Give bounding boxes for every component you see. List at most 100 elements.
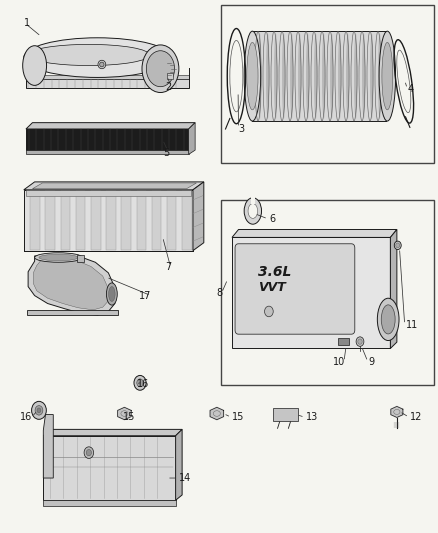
Ellipse shape [379,31,396,121]
Polygon shape [176,430,182,500]
Polygon shape [252,31,386,121]
Polygon shape [338,338,349,345]
Text: 2: 2 [165,82,171,92]
Text: 6: 6 [269,214,275,224]
Text: 16: 16 [20,412,32,422]
Text: 1: 1 [24,18,30,28]
Polygon shape [30,191,40,249]
Ellipse shape [330,34,333,119]
Ellipse shape [358,339,362,344]
Polygon shape [91,191,101,249]
Text: 5: 5 [163,148,169,158]
Ellipse shape [266,34,269,119]
Bar [221,200,434,385]
Polygon shape [77,255,84,262]
Text: 10: 10 [332,357,345,367]
Polygon shape [27,310,118,315]
Ellipse shape [84,447,94,458]
Text: 9: 9 [369,357,375,367]
Ellipse shape [322,34,325,119]
Polygon shape [43,435,176,500]
Polygon shape [273,408,298,422]
Ellipse shape [247,43,258,110]
Polygon shape [251,195,255,204]
Bar [221,5,434,164]
Polygon shape [24,182,204,190]
Polygon shape [137,191,146,249]
Ellipse shape [394,241,401,249]
Ellipse shape [137,379,143,387]
Polygon shape [118,407,131,419]
Polygon shape [232,237,390,349]
Polygon shape [152,191,161,249]
Polygon shape [167,191,177,249]
Text: 14: 14 [179,473,191,483]
Text: 12: 12 [410,412,422,422]
Text: 11: 11 [406,320,418,330]
Ellipse shape [396,243,400,248]
Polygon shape [210,407,223,419]
Polygon shape [24,190,193,251]
Polygon shape [26,123,195,129]
Ellipse shape [37,408,41,413]
Ellipse shape [24,38,171,77]
Polygon shape [28,256,115,315]
Ellipse shape [244,31,261,121]
Text: 15: 15 [232,412,244,422]
Polygon shape [232,230,397,237]
Ellipse shape [382,43,393,110]
Ellipse shape [362,34,365,119]
Text: 15: 15 [123,412,135,422]
Ellipse shape [23,46,46,85]
Text: 7: 7 [165,262,171,271]
Polygon shape [391,407,403,417]
Ellipse shape [265,306,273,317]
Ellipse shape [28,44,150,66]
Ellipse shape [282,34,286,119]
Ellipse shape [314,34,318,119]
Ellipse shape [146,51,174,87]
Polygon shape [121,191,131,249]
Polygon shape [167,74,173,79]
Polygon shape [26,190,191,196]
Ellipse shape [142,45,179,93]
Polygon shape [60,191,70,249]
Ellipse shape [32,401,46,419]
Ellipse shape [100,62,104,67]
Polygon shape [26,79,189,88]
Ellipse shape [35,253,82,262]
Polygon shape [76,191,85,249]
Polygon shape [43,500,176,505]
Text: 13: 13 [306,412,318,422]
Ellipse shape [35,406,43,415]
Ellipse shape [134,375,146,390]
Ellipse shape [338,34,342,119]
Ellipse shape [354,34,357,119]
Polygon shape [26,75,189,79]
Ellipse shape [274,34,278,119]
Polygon shape [33,260,108,310]
Ellipse shape [39,254,78,261]
Polygon shape [193,182,204,251]
Polygon shape [106,191,116,249]
Ellipse shape [244,198,261,224]
Polygon shape [26,129,189,150]
Text: 4: 4 [408,84,414,94]
Polygon shape [46,191,55,249]
Polygon shape [189,123,195,155]
Ellipse shape [306,34,310,119]
Ellipse shape [86,449,92,456]
Ellipse shape [370,34,374,119]
Polygon shape [32,183,196,189]
Ellipse shape [346,34,350,119]
Text: VVT: VVT [258,281,286,294]
Ellipse shape [248,204,258,219]
Ellipse shape [109,287,115,301]
Ellipse shape [378,298,399,341]
Ellipse shape [290,34,293,119]
Polygon shape [182,191,192,249]
Polygon shape [390,230,397,349]
Ellipse shape [106,283,117,305]
Ellipse shape [356,337,364,346]
Ellipse shape [298,34,301,119]
